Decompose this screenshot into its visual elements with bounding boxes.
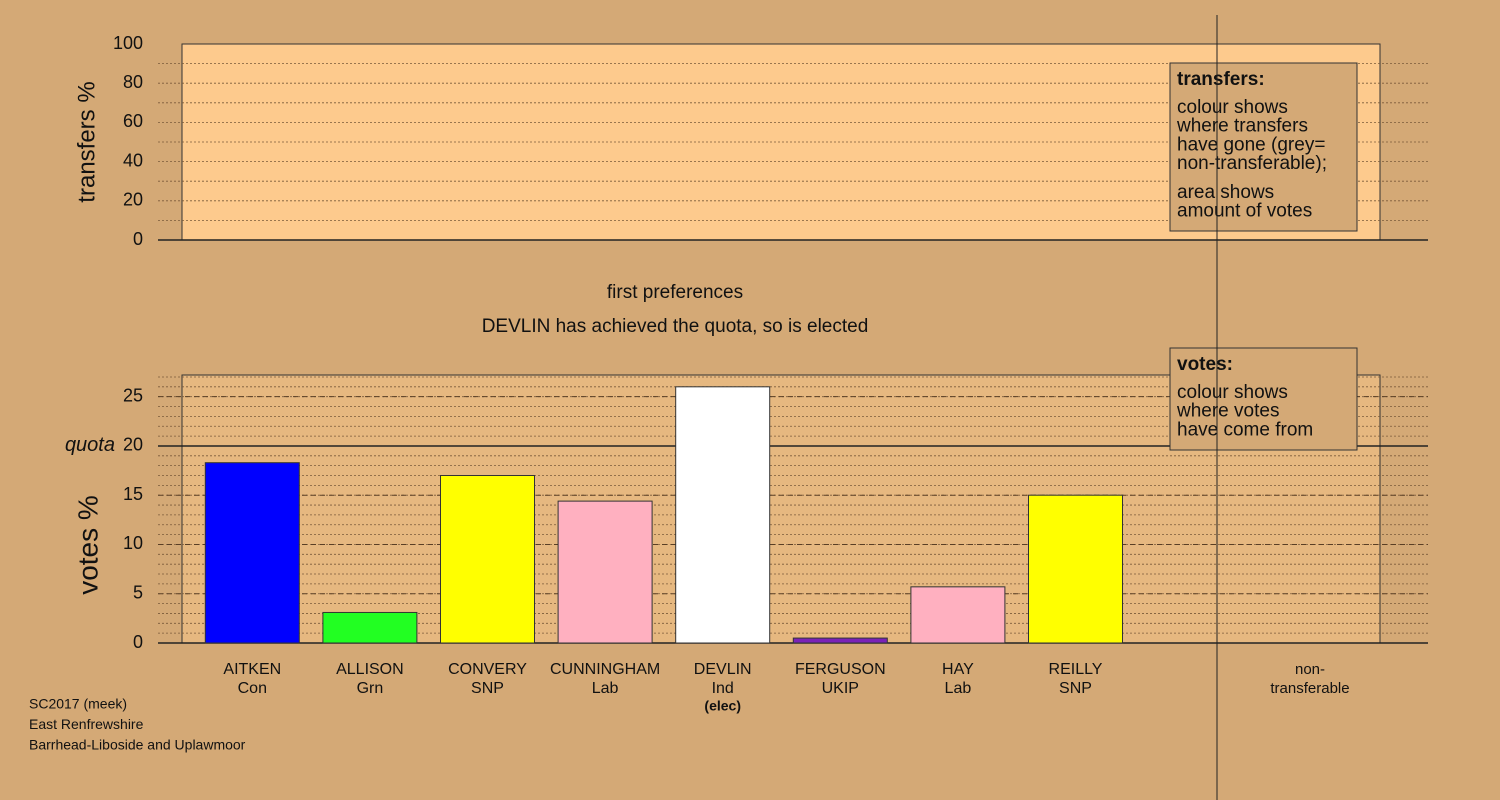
chart-subtitle: DEVLIN has achieved the quota, so is ele… xyxy=(482,316,869,337)
y-tick-label: 25 xyxy=(123,385,143,405)
legend-text: non-transferable); xyxy=(1177,153,1327,174)
bar xyxy=(322,611,418,644)
bar xyxy=(1028,494,1123,644)
x-tick-label: HAY xyxy=(942,661,974,678)
y-tick-label: 10 xyxy=(123,533,143,553)
y-tick-label: 0 xyxy=(133,229,143,249)
legend-box xyxy=(1169,347,1358,451)
x-tick-label: REILLY xyxy=(1049,661,1103,678)
bar xyxy=(204,462,300,644)
x-tick-label: AITKEN xyxy=(223,661,281,678)
x-tick-label: DEVLIN xyxy=(694,661,752,678)
legend-text: where transfers xyxy=(1176,116,1308,137)
party-label: UKIP xyxy=(822,680,859,697)
y-tick-label: 100 xyxy=(113,33,143,53)
elected-note: (elec) xyxy=(704,698,741,714)
y-tick-label: 60 xyxy=(123,111,143,131)
footer-text: SC2017 (meek) xyxy=(29,696,127,712)
x-tick-label: non- xyxy=(1295,661,1325,678)
party-label: SNP xyxy=(1059,680,1092,697)
y-tick-label: 80 xyxy=(123,72,143,92)
party-label: Ind xyxy=(712,680,734,697)
legend-text: amount of votes xyxy=(1177,201,1312,222)
party-label: SNP xyxy=(471,680,504,697)
legend-text: where votes xyxy=(1176,401,1279,422)
bar xyxy=(910,586,1006,644)
footer-text: Barrhead-Liboside and Uplawmoor xyxy=(29,737,246,753)
x-tick-label: FERGUSON xyxy=(795,661,886,678)
y-tick-label: 0 xyxy=(133,632,143,652)
bar xyxy=(792,637,888,644)
x-tick-label: CUNNINGHAM xyxy=(550,661,660,678)
legend-text: have gone (grey= xyxy=(1177,134,1325,155)
party-label: Lab xyxy=(592,680,619,697)
party-label: Lab xyxy=(945,680,972,697)
y-tick-label: 20 xyxy=(123,435,143,455)
chart-title: first preferences xyxy=(607,282,743,303)
footer-text: East Renfrewshire xyxy=(29,716,144,732)
y-tick-label: 20 xyxy=(123,190,143,210)
legend-box xyxy=(1169,62,1358,232)
bar xyxy=(675,386,771,644)
bar xyxy=(557,500,653,644)
y-axis-label: transfers % xyxy=(73,81,100,202)
legend-title: transfers: xyxy=(1177,69,1265,90)
quota-label: quota xyxy=(65,434,115,456)
y-tick-label: 15 xyxy=(123,484,143,504)
bar xyxy=(440,475,535,644)
x-tick-label: ALLISON xyxy=(336,661,404,678)
party-label: Grn xyxy=(357,680,384,697)
x-tick-label: transferable xyxy=(1270,680,1349,697)
legend-text: area shows xyxy=(1177,182,1274,203)
legend-text: colour shows xyxy=(1177,97,1288,118)
y-tick-label: 5 xyxy=(133,582,143,602)
legend-text: have come from xyxy=(1177,419,1313,440)
x-tick-label: CONVERY xyxy=(448,661,527,678)
party-label: Con xyxy=(238,680,267,697)
y-tick-label: 40 xyxy=(123,150,143,170)
legend-title: votes: xyxy=(1177,354,1233,375)
legend-text: colour shows xyxy=(1177,382,1288,403)
y-axis-label: votes % xyxy=(72,495,103,595)
